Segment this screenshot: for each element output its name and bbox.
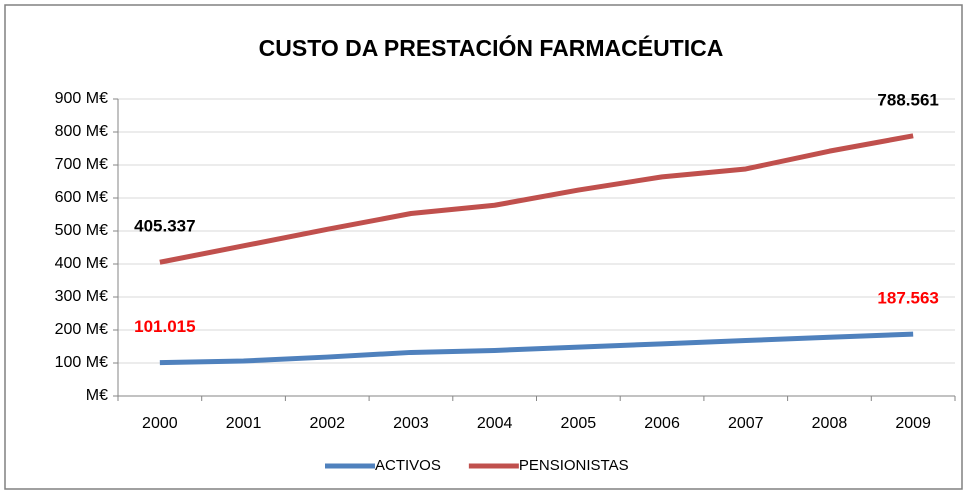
x-tick-label: 2004 — [477, 415, 513, 432]
y-tick-label: 800 M€ — [55, 123, 108, 140]
x-tick-label: 2006 — [644, 415, 680, 432]
chart-title: CUSTO DA PRESTACIÓN FARMACÉUTICA — [259, 34, 724, 61]
legend-label: PENSIONISTAS — [519, 457, 629, 474]
y-tick-label: 700 M€ — [55, 156, 108, 173]
x-tick-label: 2002 — [309, 415, 345, 432]
y-tick-label: 900 M€ — [55, 90, 108, 107]
series-line — [159, 133, 914, 265]
data-label: 187.563 — [877, 289, 938, 308]
x-tick-label: 2009 — [895, 415, 931, 432]
x-tick-label: 2007 — [728, 415, 764, 432]
x-tick-label: 2008 — [812, 415, 848, 432]
y-tick-label: 600 M€ — [55, 189, 108, 206]
y-tick-label: 100 M€ — [55, 354, 108, 371]
x-tick-label: 2005 — [561, 415, 597, 432]
y-tick-label: 200 M€ — [55, 321, 108, 338]
data-label: 101.015 — [134, 317, 195, 336]
legend-label: ACTIVOS — [375, 457, 441, 474]
y-tick-label: 400 M€ — [55, 255, 108, 272]
data-label: 788.561 — [877, 90, 938, 109]
y-tick-label: 500 M€ — [55, 222, 108, 239]
y-tick-label: M€ — [86, 387, 108, 404]
x-tick-label: 2003 — [393, 415, 429, 432]
x-tick-label: 2001 — [226, 415, 262, 432]
data-label: 405.337 — [134, 217, 195, 236]
y-tick-label: 300 M€ — [55, 288, 108, 305]
chart-frame — [4, 4, 963, 490]
series-line — [159, 331, 914, 366]
x-tick-label: 2000 — [142, 415, 178, 432]
